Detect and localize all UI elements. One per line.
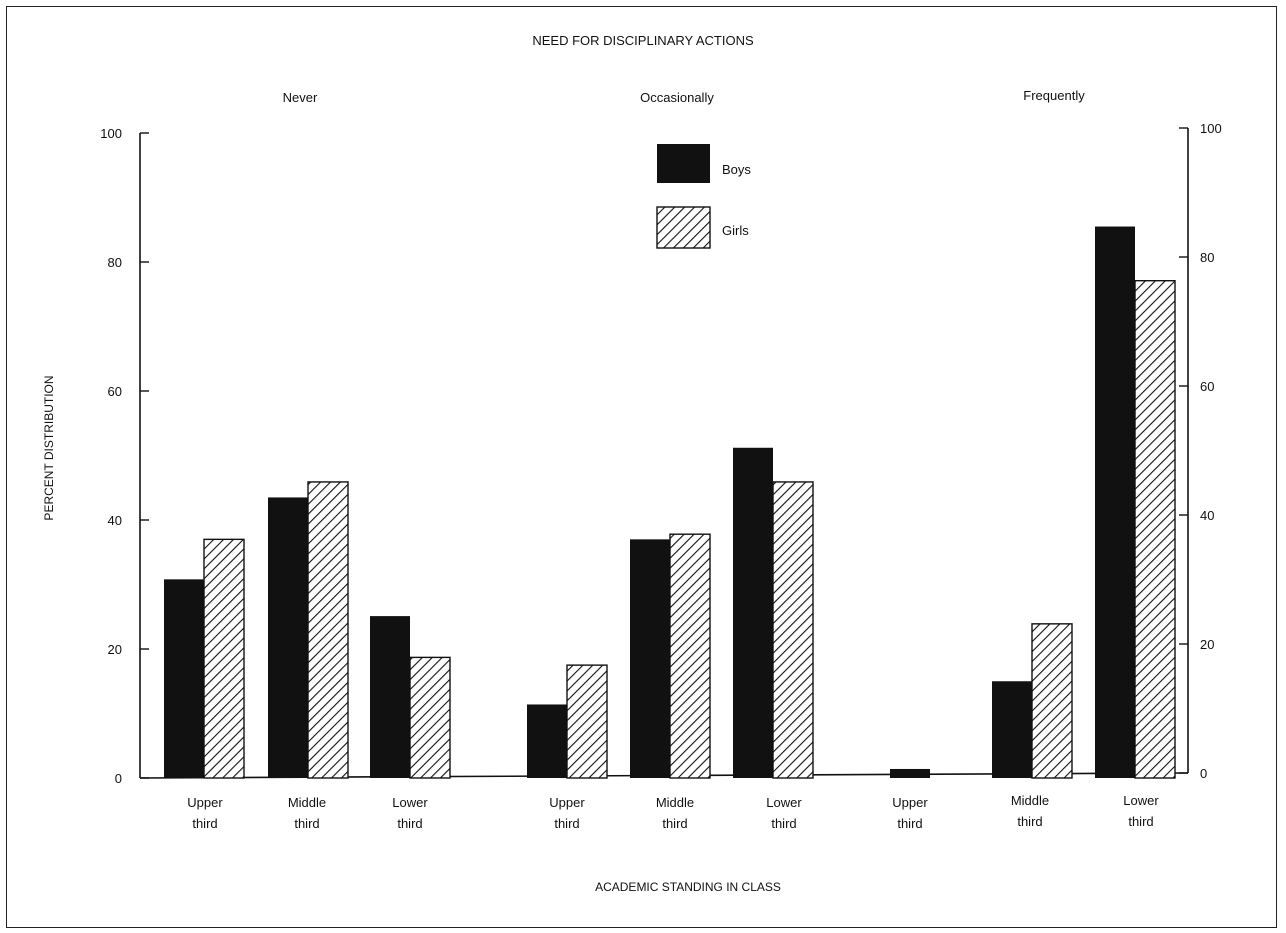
- group-label-occasionally: Occasionally: [640, 90, 714, 105]
- category-label: Lower third: [766, 795, 802, 831]
- legend: Boys Girls: [656, 144, 751, 249]
- category-label-line: Upper: [892, 795, 928, 810]
- bar-boys: [630, 539, 670, 778]
- y-tick-label-right: 80: [1200, 250, 1214, 265]
- group-label-frequently: Frequently: [1023, 88, 1085, 103]
- legend-swatch-boys: [657, 144, 710, 183]
- legend-label-boys: Boys: [722, 162, 751, 177]
- category-label-line: third: [397, 816, 422, 831]
- category-label-line: third: [662, 816, 687, 831]
- y-tick-label-left: 20: [108, 642, 122, 657]
- chart-frame: [6, 6, 1277, 928]
- x-axis-label: ACADEMIC STANDING IN CLASS: [595, 880, 781, 894]
- bar-boys: [733, 447, 773, 778]
- bar-girls: [566, 664, 608, 779]
- bar-girls: [669, 533, 711, 779]
- bar-boys: [890, 768, 930, 778]
- category-label-line: third: [294, 816, 319, 831]
- category-labels: Upper third Middle third Lower third Upper thir…: [187, 793, 1159, 831]
- bar-girls: [1134, 280, 1176, 779]
- ticks: 0 0 20 20 40 40 60 60 80 80 100 100: [100, 121, 1221, 786]
- bar-girls: [307, 481, 349, 779]
- category-label: Upper third: [187, 795, 223, 831]
- y-axis-label: PERCENT DISTRIBUTION: [42, 375, 56, 520]
- category-label-line: third: [192, 816, 217, 831]
- y-tick-label-left: 100: [100, 126, 122, 141]
- legend-swatch-girls: [656, 206, 711, 249]
- y-tick-label-right: 20: [1200, 637, 1214, 652]
- bar-boys: [370, 616, 410, 778]
- category-label: Upper third: [892, 795, 928, 831]
- category-label-line: Middle: [656, 795, 694, 810]
- category-label-line: third: [554, 816, 579, 831]
- y-tick-label-right: 0: [1200, 766, 1207, 781]
- category-label: Upper third: [549, 795, 585, 831]
- group-label-never: Never: [283, 90, 318, 105]
- category-label-line: Lower: [766, 795, 802, 810]
- category-label-line: Middle: [1011, 793, 1049, 808]
- chart-title: NEED FOR DISCIPLINARY ACTIONS: [532, 33, 754, 48]
- y-tick-label-left: 60: [108, 384, 122, 399]
- bar-girls: [1031, 623, 1073, 779]
- bars: [164, 226, 1176, 779]
- y-tick-label-left: 40: [108, 513, 122, 528]
- legend-label-girls: Girls: [722, 223, 749, 238]
- y-tick-label-left: 0: [115, 771, 122, 786]
- y-tick-label-right: 40: [1200, 508, 1214, 523]
- category-label: Middle third: [656, 795, 694, 831]
- bar-boys: [268, 497, 308, 778]
- y-tick-label-left: 80: [108, 255, 122, 270]
- y-tick-label-right: 60: [1200, 379, 1214, 394]
- bar-boys: [992, 681, 1032, 778]
- category-label-line: Upper: [549, 795, 585, 810]
- category-label: Middle third: [288, 795, 326, 831]
- category-label-line: third: [1128, 814, 1153, 829]
- category-label-line: third: [897, 816, 922, 831]
- category-label-line: third: [771, 816, 796, 831]
- bar-boys: [1095, 226, 1135, 778]
- category-label-line: Lower: [1123, 793, 1159, 808]
- bar-boys: [164, 579, 204, 778]
- bar-girls: [409, 656, 451, 779]
- category-label-line: Middle: [288, 795, 326, 810]
- y-tick-label-right: 100: [1200, 121, 1222, 136]
- bar-girls: [772, 481, 814, 779]
- bar-girls: [203, 538, 245, 779]
- category-label: Middle third: [1011, 793, 1049, 829]
- bar-boys: [527, 704, 567, 778]
- category-label: Lower third: [1123, 793, 1159, 829]
- category-label: Lower third: [392, 795, 428, 831]
- category-label-line: Lower: [392, 795, 428, 810]
- category-label-line: Upper: [187, 795, 223, 810]
- category-label-line: third: [1017, 814, 1042, 829]
